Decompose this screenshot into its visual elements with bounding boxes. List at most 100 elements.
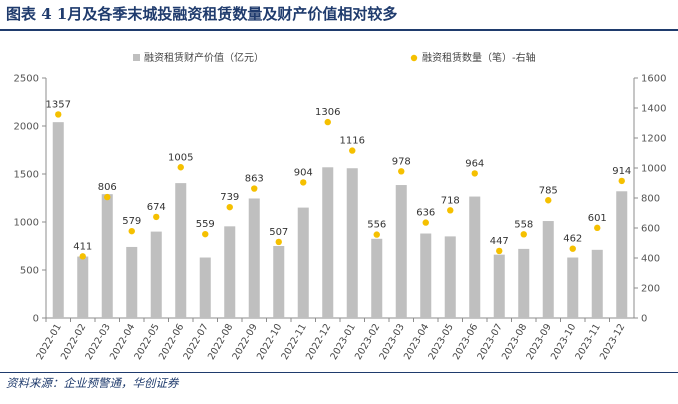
dot [275, 238, 282, 246]
y-right-tick-label: 1600 [641, 74, 666, 85]
dot-label: 739 [220, 192, 239, 203]
y-right-tick-label: 600 [641, 224, 660, 235]
dot [398, 168, 405, 175]
dot-label: 964 [465, 158, 484, 169]
dot [349, 147, 356, 154]
dot-label: 785 [539, 185, 558, 196]
dot [300, 179, 307, 186]
dot [569, 245, 576, 252]
dot [594, 224, 601, 232]
dot-label: 1357 [46, 99, 71, 110]
y-right-tick-label: 1000 [641, 164, 666, 175]
bar [248, 198, 260, 318]
bar [518, 248, 530, 318]
dot-label: 1116 [340, 136, 365, 147]
dot [177, 164, 184, 171]
dot-label: 559 [196, 219, 215, 230]
dot [104, 193, 111, 201]
y-right-tick-label: 800 [641, 194, 660, 205]
dot [128, 227, 135, 235]
y-right-tick-label: 200 [641, 284, 660, 295]
y-right-tick-label: 1400 [641, 104, 666, 115]
legend-label-bar: 融资租赁财产价值（亿元） [144, 51, 264, 64]
bar [444, 236, 456, 318]
bar [101, 194, 113, 318]
dot-label: 556 [367, 220, 386, 231]
bar [175, 183, 187, 318]
bar [542, 221, 554, 318]
bar [567, 257, 579, 318]
dot [618, 177, 625, 185]
dot [422, 219, 429, 226]
dot-label: 636 [416, 208, 435, 219]
y-left-tick-label: 1500 [14, 170, 39, 181]
y-left-tick-label: 1000 [14, 218, 39, 229]
dot [545, 197, 552, 204]
dot-label: 806 [98, 182, 117, 193]
dot-data-labels: 1357 411 806 579 674 1005 559 739 863 507 904 1306 1… [46, 99, 632, 252]
dot [55, 111, 62, 118]
bar [371, 238, 383, 318]
dot [324, 118, 331, 126]
legend-label-dot: 融资租赁数量（笔）-右轴 [422, 51, 536, 64]
dot-label: 579 [122, 216, 141, 227]
dot-label: 674 [147, 202, 166, 213]
dot-label: 447 [490, 236, 509, 247]
dot [496, 247, 503, 255]
dot-label: 1306 [315, 107, 340, 118]
dot-label: 558 [514, 219, 533, 230]
y-right-tick-label: 0 [641, 314, 647, 325]
y-right-tick-label: 1200 [641, 134, 666, 145]
dot [226, 203, 233, 211]
y-right-tick-label: 400 [641, 254, 660, 265]
bar [224, 226, 236, 318]
bar [395, 185, 407, 318]
legend-swatch-dot [410, 54, 418, 62]
dot-label: 978 [392, 156, 411, 167]
dot [520, 231, 527, 238]
axes-group: 0 500 1000 1500 2000 2500 0 200 400 600 800 1000 120… [14, 74, 667, 325]
dot-label: 462 [563, 234, 582, 245]
dot [153, 213, 160, 221]
source-divider [0, 372, 678, 373]
bar [77, 256, 89, 318]
bar [346, 168, 358, 318]
dot [202, 230, 209, 238]
dot [373, 231, 380, 238]
chart-legend: 融资租赁财产价值（亿元） 融资租赁数量（笔）-右轴 [133, 51, 536, 64]
bar [469, 196, 481, 318]
y-left-tick-label: 2500 [14, 74, 39, 85]
dot-label: 1005 [168, 152, 193, 163]
bar [322, 167, 334, 318]
y-left-tick-label: 2000 [14, 122, 39, 133]
bar [420, 233, 432, 318]
bar [126, 246, 138, 318]
dot-label: 411 [73, 241, 92, 252]
bar [150, 231, 162, 318]
dot [471, 170, 478, 177]
title-divider [0, 29, 678, 31]
bar [493, 254, 505, 318]
dot-label: 914 [612, 166, 631, 177]
dot-label: 601 [588, 213, 607, 224]
figure-title: 图表 4 1月及各季末城投融资租赁数量及财产价值相对较多 [6, 5, 398, 23]
dot [447, 207, 454, 214]
dot-label: 904 [294, 167, 313, 178]
combo-chart: 融资租赁财产价值（亿元） 融资租赁数量（笔）-右轴 0 500 1000 1500 20… [14, 51, 667, 362]
bar [616, 191, 628, 318]
dot [251, 185, 258, 192]
y-left-tick-label: 0 [33, 314, 39, 325]
bar [591, 249, 603, 318]
dot-label: 507 [269, 227, 288, 238]
legend-swatch-bar [133, 54, 140, 61]
bar [297, 207, 309, 318]
dot-label: 863 [245, 174, 264, 185]
y-left-tick-label: 500 [20, 266, 39, 277]
dot-series [55, 111, 625, 260]
dot-label: 718 [441, 195, 460, 206]
bar [52, 122, 64, 318]
x-tick-labels: 2022-012022-022022-032022-042022-052022-… [34, 322, 627, 362]
dot [79, 253, 86, 260]
source-note: 资料来源：企业预警通，华创证券 [6, 376, 179, 390]
bar [273, 246, 285, 318]
